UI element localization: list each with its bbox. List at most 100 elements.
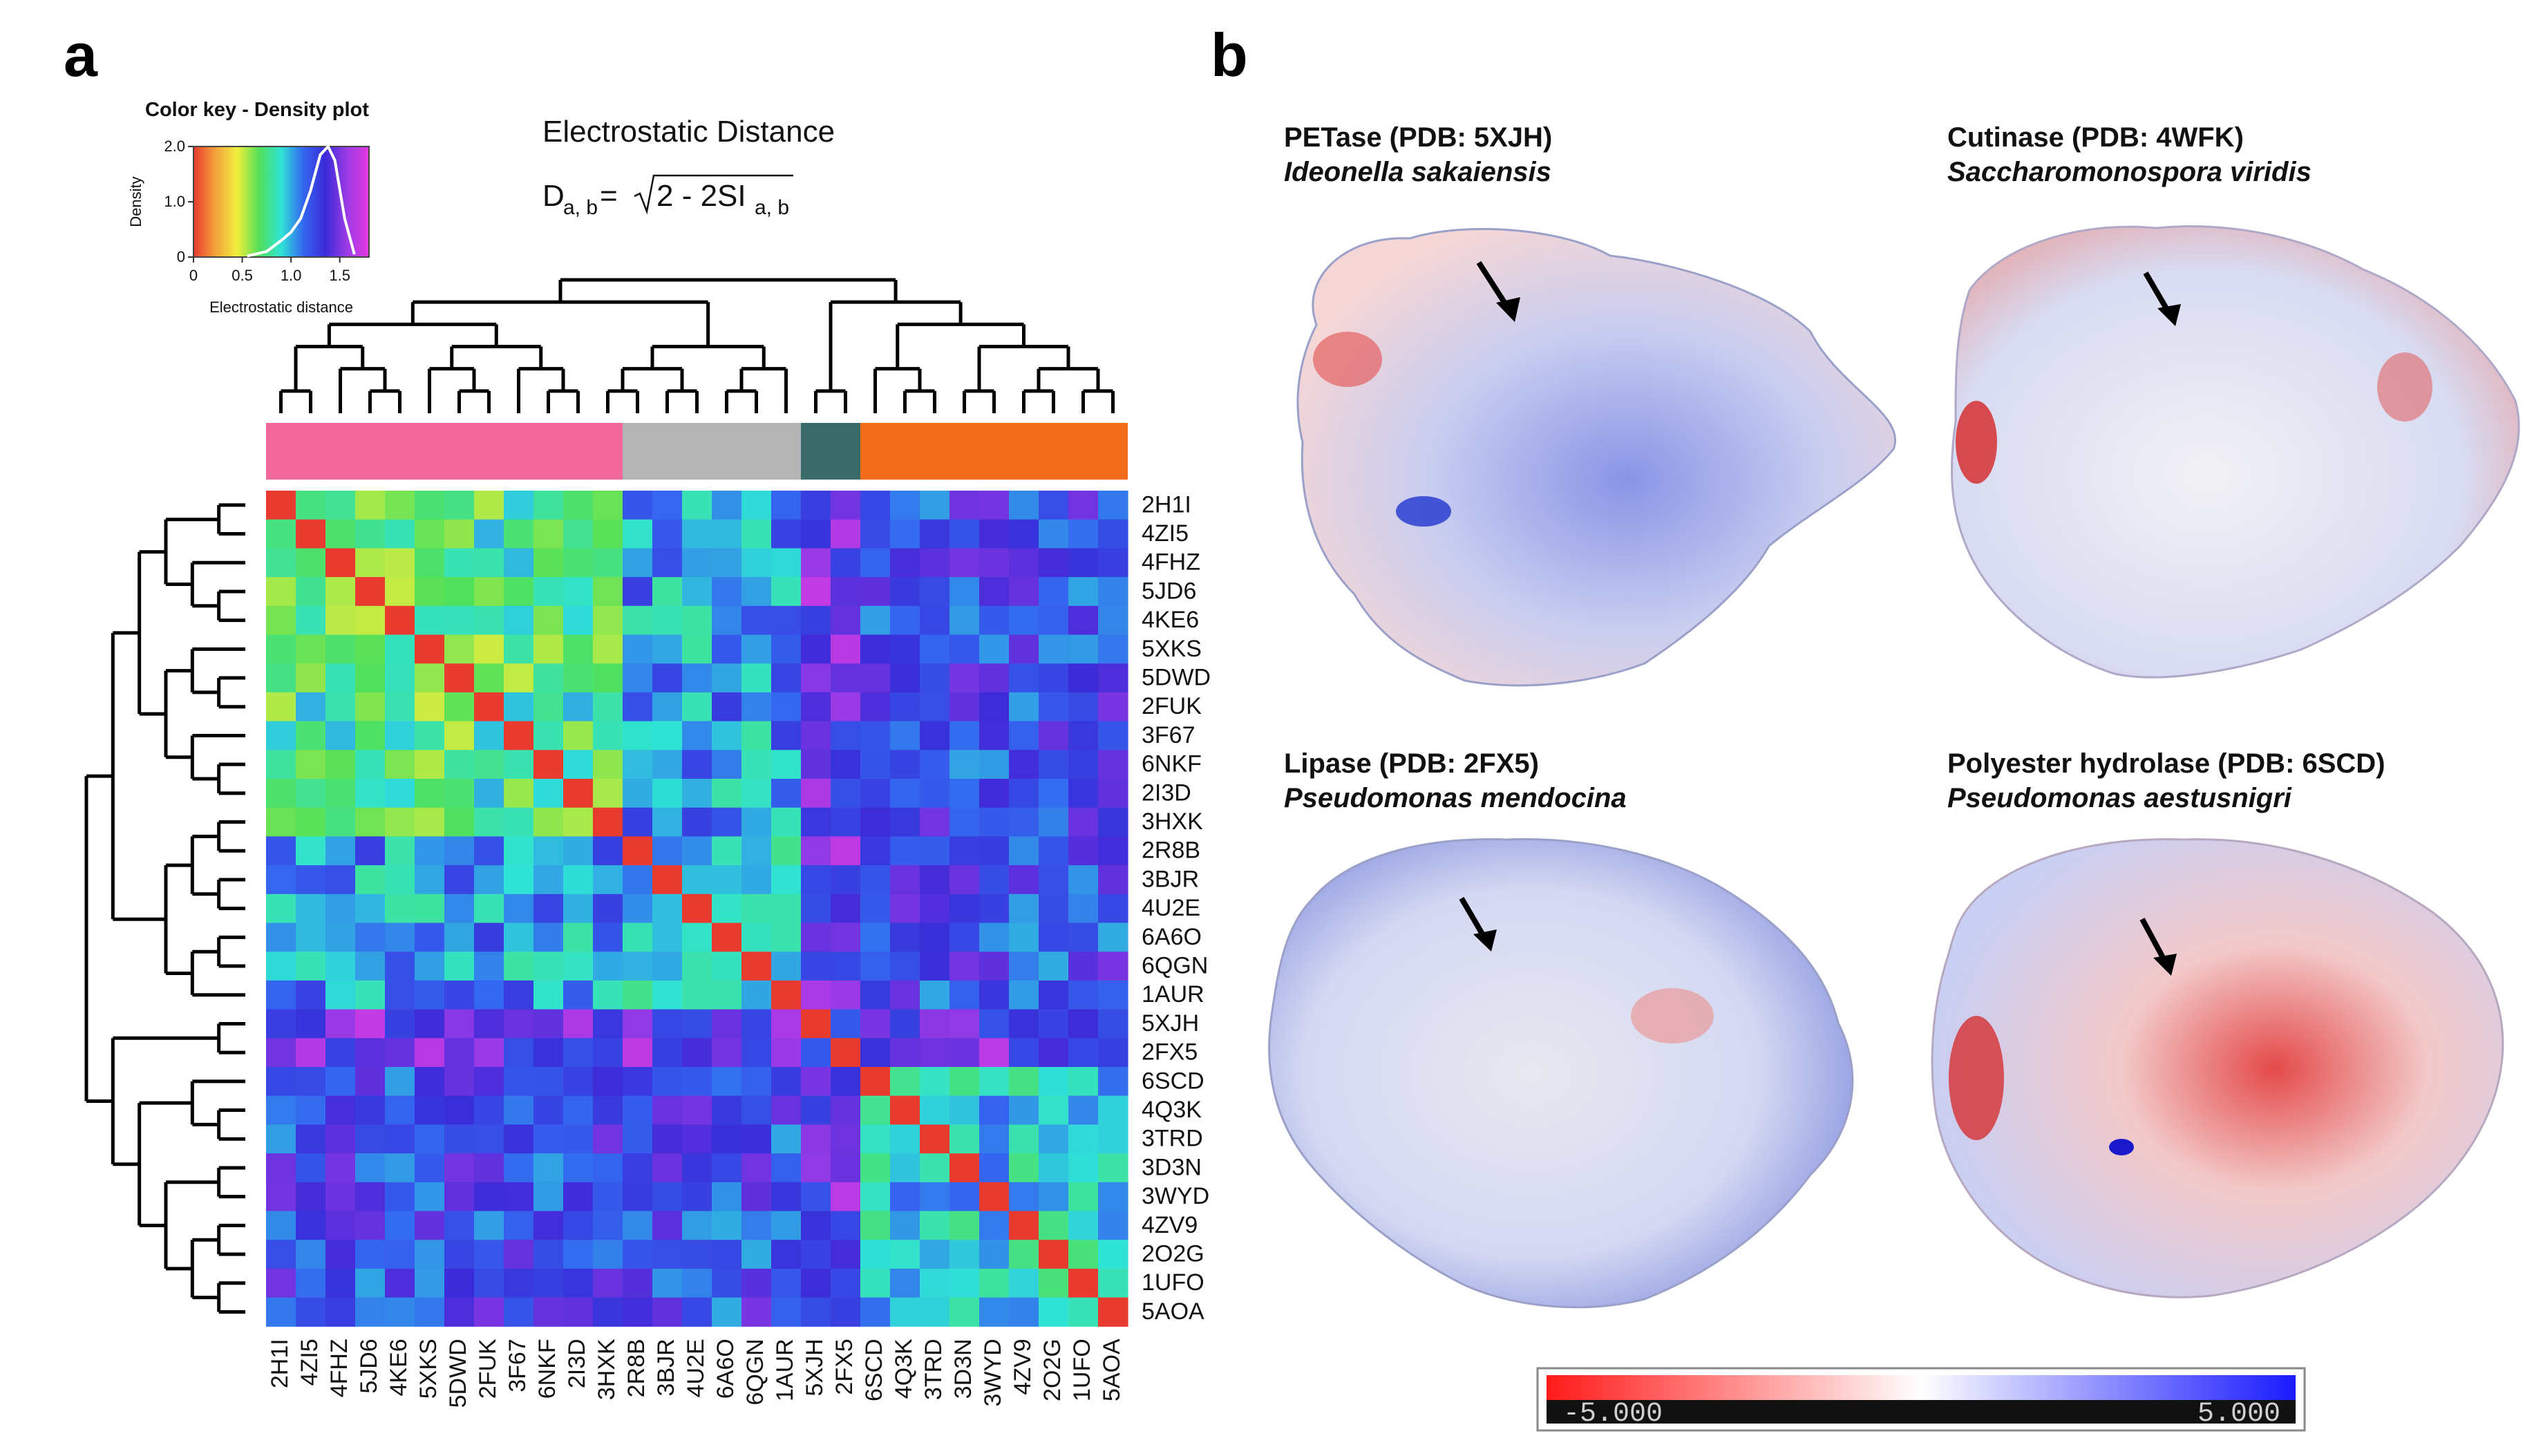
heatmap-cell — [682, 1153, 712, 1183]
heatmap-cell — [949, 1182, 980, 1212]
heatmap-cell — [712, 692, 742, 722]
heatmap-cell — [1068, 1124, 1099, 1154]
heatmap-cell — [504, 1153, 534, 1183]
heatmap-cell — [801, 634, 831, 664]
heatmap-cell — [801, 894, 831, 924]
heatmap-cell — [860, 1211, 891, 1240]
heatmap-cell — [623, 663, 653, 693]
heatmap-cell — [355, 1153, 386, 1183]
heatmap-cell — [712, 836, 742, 866]
heatmap-cell — [831, 663, 861, 693]
heatmap-cell — [296, 1297, 326, 1327]
heatmap-cell — [860, 952, 891, 981]
heatmap-cell — [444, 980, 475, 1010]
heatmap-cell — [920, 980, 950, 1010]
heatmap-cell — [444, 634, 475, 664]
heatmap-cell — [533, 721, 564, 750]
heatmap-cell — [563, 807, 594, 837]
heatmap-cell — [444, 865, 475, 895]
heatmap-cell — [801, 1067, 831, 1097]
heatmap-cell — [949, 836, 980, 866]
heatmap-cell — [1039, 865, 1069, 895]
column-label: 5XKS — [415, 1339, 442, 1399]
heatmap-cell — [1098, 491, 1128, 520]
heatmap-cell — [831, 1009, 861, 1039]
heatmap-cell — [1039, 807, 1069, 837]
heatmap-cell — [1039, 1124, 1069, 1154]
heatmap-cell — [296, 519, 326, 549]
column-label: 3TRD — [920, 1339, 947, 1400]
heatmap-cell — [1039, 980, 1069, 1010]
heatmap-cell — [1039, 1095, 1069, 1125]
heatmap-cell — [741, 1153, 772, 1183]
heatmap-cell — [682, 548, 712, 578]
heatmap-cell — [1039, 1240, 1069, 1269]
heatmap-cell — [563, 1268, 594, 1298]
heatmap-cell — [652, 1268, 683, 1298]
heatmap-cell — [1098, 1182, 1128, 1212]
heatmap-cell — [474, 923, 504, 952]
heatmap-cell — [325, 807, 356, 837]
structure-3-organism: Pseudomonas mendocina — [1284, 783, 1627, 813]
heatmap-cell — [563, 634, 594, 664]
heatmap-cell — [355, 721, 386, 750]
heatmap-cell — [860, 894, 891, 924]
heatmap-cell — [1068, 1268, 1099, 1298]
row-label: 6SCD — [1142, 1068, 1204, 1094]
heatmap-cell — [623, 980, 653, 1010]
structure-4-arrowhead — [2153, 954, 2177, 976]
heatmap-cell — [474, 1095, 504, 1125]
structure-2-surface — [1950, 225, 2520, 679]
heatmap-cell — [1009, 894, 1039, 924]
structure-2-red-patch — [1956, 401, 1997, 484]
heatmap-cell — [504, 952, 534, 981]
heatmap-cell — [533, 952, 564, 981]
heatmap-cell — [801, 807, 831, 837]
heatmap-cell — [325, 894, 356, 924]
heatmap-cell — [1068, 1211, 1099, 1240]
heatmap-cell — [415, 836, 445, 866]
heatmap-cell — [355, 519, 386, 549]
heatmap-cell — [415, 750, 445, 779]
heatmap-cell — [1009, 952, 1039, 981]
heatmap-cell — [741, 980, 772, 1010]
heatmap-cell — [296, 491, 326, 520]
heatmap-cell — [1068, 952, 1099, 981]
heatmap-cell — [266, 1153, 296, 1183]
heatmap-cell — [415, 1297, 445, 1327]
heatmap-cell — [623, 865, 653, 895]
heatmap-cell — [801, 519, 831, 549]
heatmap-cell — [949, 750, 980, 779]
heatmap-cell — [1009, 634, 1039, 664]
heatmap-cell — [1098, 1211, 1128, 1240]
heatmap-cell — [1009, 1124, 1039, 1154]
heatmap-cell — [712, 634, 742, 664]
heatmap-cell — [712, 1182, 742, 1212]
heatmap-cell — [860, 1067, 891, 1097]
heatmap-cell — [890, 491, 920, 520]
heatmap-cell — [593, 1297, 623, 1327]
heatmap-cell — [444, 1153, 475, 1183]
heatmap-cell — [712, 1268, 742, 1298]
heatmap-cell — [712, 605, 742, 636]
heatmap-cell — [504, 1240, 534, 1269]
heatmap-cell — [266, 1038, 296, 1068]
heatmap-cell — [444, 1009, 475, 1039]
heatmap-cell — [890, 1153, 920, 1183]
heatmap-cell — [1098, 1009, 1128, 1039]
heatmap-cell — [920, 807, 950, 837]
row-label: 6A6O — [1142, 924, 1202, 950]
color-key: Color key - Density plot 0 0.5 1.0 1.5 0 1.0 2… — [127, 99, 370, 316]
heatmap-cell — [444, 548, 475, 578]
heatmap-cell — [831, 836, 861, 866]
heatmap-cell — [623, 894, 653, 924]
heatmap-cell — [920, 836, 950, 866]
heatmap-cell — [949, 605, 980, 636]
heatmap-cell — [504, 865, 534, 895]
heatmap-cell — [474, 519, 504, 549]
heatmap-cell — [1098, 548, 1128, 578]
heatmap-cell — [563, 1297, 594, 1327]
heatmap-cell — [325, 1182, 356, 1212]
heatmap-cell — [860, 1240, 891, 1269]
heatmap-cell — [1068, 605, 1099, 636]
